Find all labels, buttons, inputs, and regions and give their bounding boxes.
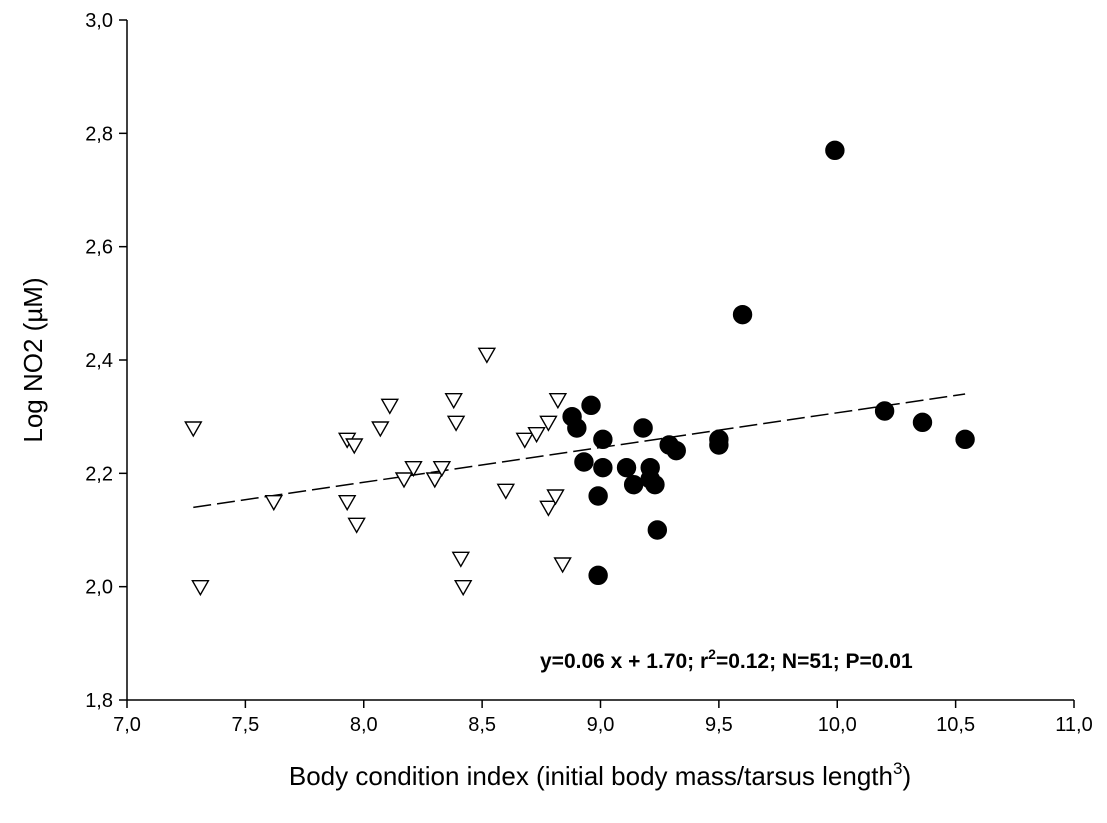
data-point <box>548 392 568 410</box>
annotation-text: y=0.06 x + 1.70; r <box>540 650 708 673</box>
y-tick-label: 3,0 <box>85 10 113 32</box>
data-point <box>732 304 753 325</box>
y-tick-label: 2,8 <box>85 123 113 145</box>
annotation: y=0.06 x + 1.70; r2=0.12; N=51; P=0.01 <box>540 646 913 673</box>
data-point <box>337 494 357 512</box>
x-tick-label: 7,0 <box>113 714 141 736</box>
data-point <box>588 565 608 586</box>
data-point <box>539 500 558 517</box>
y-tick-label: 2,4 <box>85 350 113 372</box>
data-point <box>527 426 546 444</box>
x-tick-label: 8,5 <box>468 714 496 736</box>
data-point <box>588 486 608 506</box>
data-point <box>546 489 565 506</box>
x-tick-label: 10,0 <box>818 714 857 736</box>
data-point <box>616 457 637 478</box>
x-tick-label: 8,0 <box>350 714 378 736</box>
data-point <box>432 460 452 478</box>
data-point <box>539 415 558 432</box>
data-point <box>191 579 210 597</box>
data-point <box>647 520 668 540</box>
x-tick-label: 11,0 <box>1055 714 1092 736</box>
y-tick-label: 1,8 <box>85 690 113 712</box>
y-tick-label: 2,6 <box>85 237 113 259</box>
data-point <box>623 474 644 495</box>
annotation-superscript: 2 <box>708 646 716 662</box>
data-point <box>425 472 444 489</box>
data-point <box>444 392 463 410</box>
data-point <box>446 415 466 432</box>
data-point <box>184 421 203 438</box>
y-tick-label: 2,2 <box>85 463 113 485</box>
x-axis-label-superscript: 3 <box>893 759 902 778</box>
data-point <box>477 347 497 364</box>
y-tick-label: 2,0 <box>85 577 113 599</box>
trend-line <box>193 393 966 509</box>
x-axis-label-text: ) <box>902 761 911 791</box>
data-point <box>645 474 665 495</box>
data-point <box>567 418 587 438</box>
data-point <box>593 457 613 478</box>
y-axis-label: Log NO2 (µM) <box>18 277 48 442</box>
data-point <box>264 494 283 512</box>
x-axis-label: Body condition index (initial body mass/… <box>289 759 911 791</box>
x-tick-label: 10,5 <box>936 714 975 736</box>
annotation-text: =0.12; N=51; P=0.01 <box>716 650 913 673</box>
x-axis-label-text: Body condition index (initial body mass/… <box>289 761 893 791</box>
data-point <box>404 460 423 478</box>
x-tick-label: 9,5 <box>705 714 733 736</box>
data-point <box>553 557 572 574</box>
data-point <box>380 398 399 415</box>
data-point <box>451 551 471 568</box>
data-point <box>371 421 390 438</box>
data-point <box>709 435 729 455</box>
data-point <box>874 401 895 421</box>
data-point <box>496 483 516 500</box>
data-point <box>347 517 366 534</box>
data-point <box>633 418 653 438</box>
x-tick-label: 9,0 <box>587 714 615 736</box>
data-point <box>453 579 473 597</box>
data-point <box>666 440 686 461</box>
data-point <box>955 429 975 450</box>
x-tick-label: 7,5 <box>231 714 259 736</box>
data-point <box>593 429 613 450</box>
data-point <box>574 452 594 472</box>
data-point <box>515 432 534 449</box>
data-point <box>345 438 364 455</box>
data-point <box>581 395 601 416</box>
data-point <box>912 412 933 433</box>
data-point <box>825 140 845 161</box>
data-point <box>394 472 414 489</box>
